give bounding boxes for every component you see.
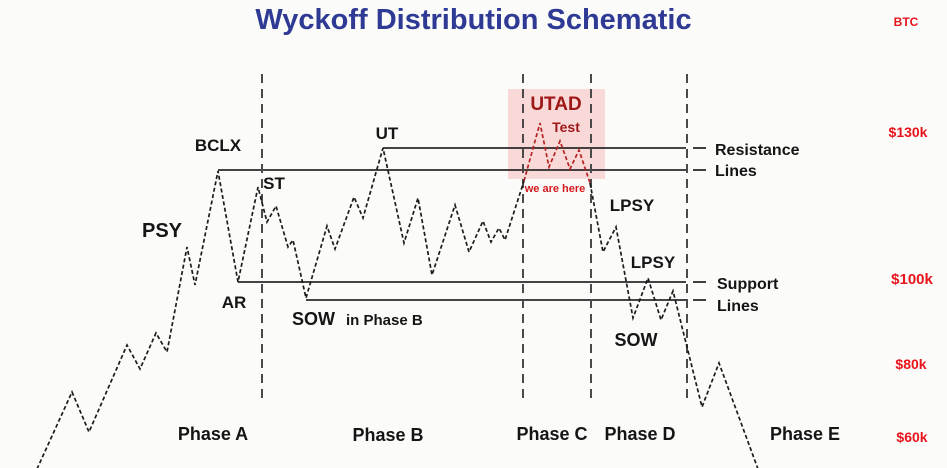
label-phase-a: Phase A bbox=[178, 424, 248, 444]
utad-test-segment bbox=[523, 122, 591, 184]
label-support-lines: Lines bbox=[717, 298, 759, 315]
label-st: ST bbox=[263, 174, 285, 193]
label-phase-c: Phase C bbox=[516, 424, 587, 444]
axis-label-80k: $80k bbox=[895, 356, 926, 372]
label-support: Support bbox=[717, 276, 779, 293]
label-bclx: BCLX bbox=[195, 136, 242, 155]
label-utad-test: Test bbox=[552, 119, 580, 135]
label-resistance: Resistance bbox=[715, 142, 800, 159]
label-phase-d: Phase D bbox=[604, 424, 675, 444]
label-psy: PSY bbox=[142, 220, 183, 242]
axis-label-btc: BTC bbox=[894, 15, 919, 29]
axis-label-130k: $130k bbox=[889, 124, 928, 140]
label-phase-e: Phase E bbox=[770, 424, 840, 444]
page-title: Wyckoff Distribution Schematic bbox=[255, 4, 692, 36]
label-sow-phase-b-suffix: in Phase B bbox=[346, 312, 423, 329]
label-lpsy-1: LPSY bbox=[610, 196, 655, 215]
label-phase-b: Phase B bbox=[352, 425, 423, 445]
label-utad: UTAD bbox=[530, 94, 581, 115]
label-ar: AR bbox=[222, 293, 247, 312]
label-sow-phase-b: SOW bbox=[292, 309, 335, 329]
price-path-phases-a-b bbox=[36, 147, 525, 468]
axis-label-60k: $60k bbox=[896, 429, 927, 445]
axis-label-100k: $100k bbox=[891, 271, 933, 288]
label-lpsy-2: LPSY bbox=[631, 253, 676, 272]
utad-highlight bbox=[508, 89, 605, 179]
label-resistance-lines: Lines bbox=[715, 163, 757, 180]
label-we-are-here: we are here bbox=[524, 183, 586, 195]
label-sow: SOW bbox=[615, 330, 658, 350]
price-path-phases-d-e bbox=[589, 182, 759, 468]
label-ut: UT bbox=[376, 124, 399, 143]
